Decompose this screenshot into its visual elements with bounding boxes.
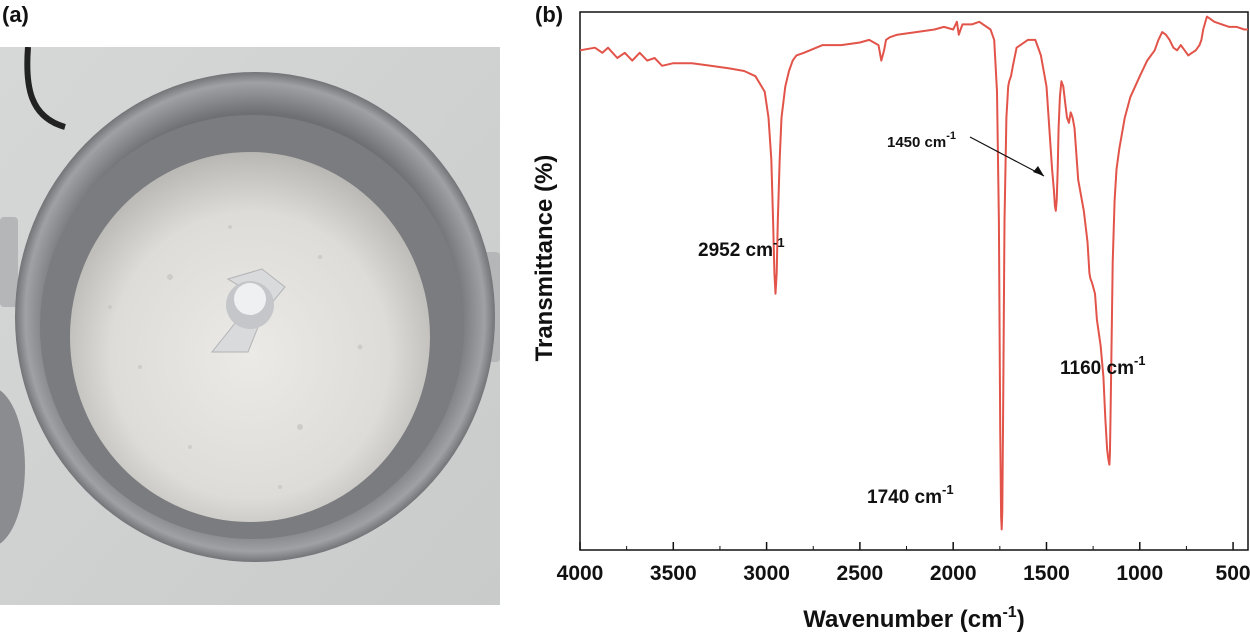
powder-texture: [108, 225, 363, 489]
x-axis-ticks: [579, 542, 1234, 550]
annotation-2952: 2952 cm-1: [698, 235, 785, 261]
annotation-1160: 1160 cm-1: [1060, 353, 1146, 379]
power-cable: [24, 47, 66, 130]
ftir-spectrum-chart: 4000 3500 3000 2500 2000 1500 1000 500 Wavenumb…: [531, 11, 1250, 633]
annotation-1450-arrow: [969, 136, 1045, 177]
spectrum-line: [579, 15, 1248, 531]
left-handle: [0, 217, 18, 307]
x-tick-label-500: 500: [1216, 562, 1250, 585]
x-tick-label-1500: 1500: [1023, 562, 1070, 585]
annotation-1450-arrowhead: [1033, 166, 1044, 176]
neighbour-pot: [0, 390, 25, 544]
annotation-1740: 1740 cm-1: [867, 482, 954, 508]
powder-in-grinder-photo: [0, 47, 500, 605]
x-tick-label-1000: 1000: [1116, 562, 1163, 585]
panel-label-a: (a): [2, 2, 29, 27]
x-tick-label-2500: 2500: [837, 562, 884, 585]
blade-hub-cap: [234, 283, 266, 315]
x-tick-label-2000: 2000: [930, 562, 977, 585]
annotation-1450: 1450 cm-1: [887, 130, 956, 151]
x-tick-label-4000: 4000: [557, 562, 604, 585]
x-axis-tick-labels: 4000 3500 3000 2500 2000 1500 1000 500: [557, 562, 1250, 585]
panel-label-b: (b): [535, 2, 564, 27]
x-tick-label-3500: 3500: [650, 562, 697, 585]
plot-frame: [579, 11, 1249, 551]
x-tick-label-3000: 3000: [743, 562, 790, 585]
x-axis-title: Wavenumber (cm-1): [803, 604, 1024, 633]
y-axis-title: Transmittance (%): [531, 155, 558, 362]
